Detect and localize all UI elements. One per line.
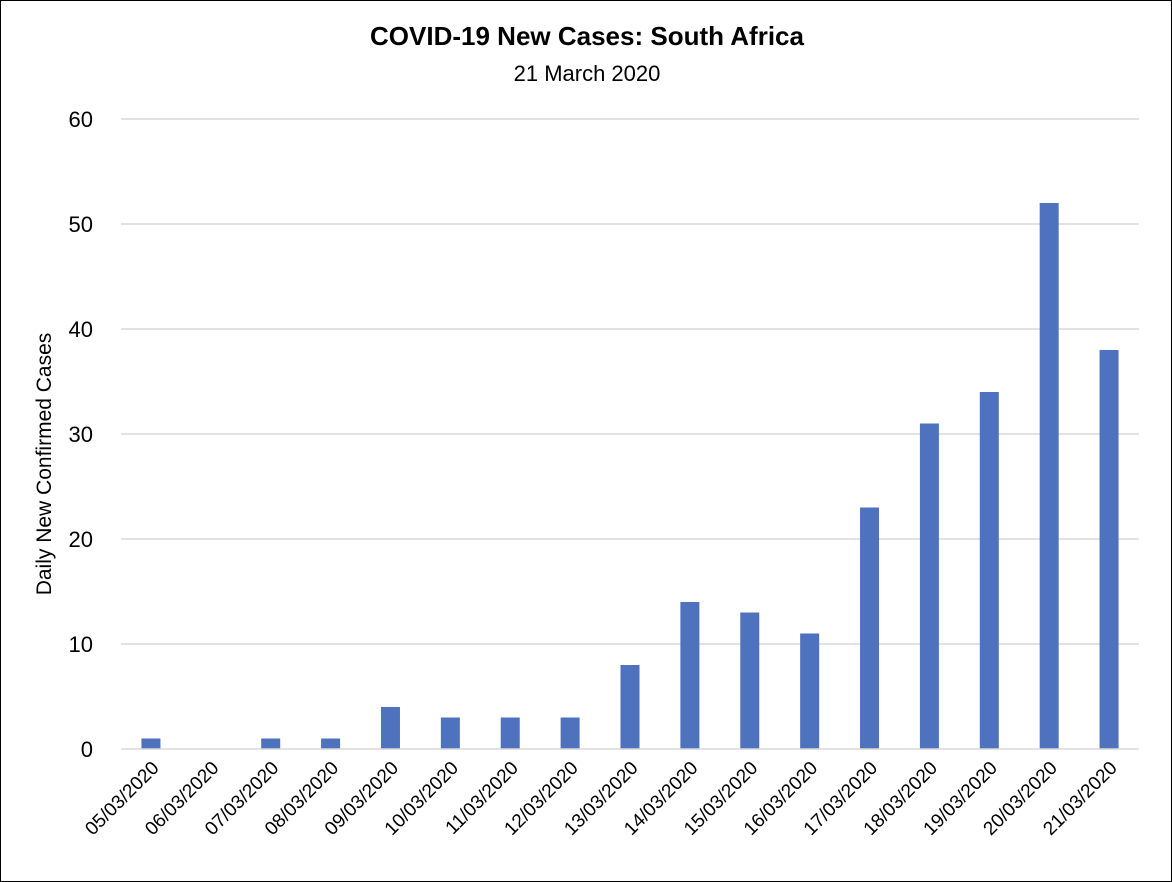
bar — [440, 717, 460, 749]
y-tick-label: 60 — [69, 107, 93, 132]
y-axis-title: Daily New Confirmed Cases — [33, 333, 56, 596]
bar — [261, 738, 281, 749]
bar — [141, 738, 161, 749]
y-tick-label: 20 — [69, 527, 93, 552]
y-tick-label: 0 — [81, 737, 93, 762]
y-tick-labels: 0 10 20 30 40 50 60 — [69, 107, 93, 762]
y-tick-label: 50 — [69, 212, 93, 237]
y-tick-label: 10 — [69, 632, 93, 657]
y-tick-label: 30 — [69, 422, 93, 447]
bar — [620, 665, 640, 749]
bar — [1039, 203, 1059, 749]
x-tick-labels: 05/03/202006/03/202007/03/202008/03/2020… — [81, 758, 1121, 840]
bars — [141, 203, 1119, 749]
chart-title: COVID-19 New Cases: South Africa — [370, 21, 804, 51]
bar — [680, 602, 700, 749]
bar — [800, 633, 820, 749]
bar — [1099, 350, 1119, 749]
bar — [919, 423, 939, 749]
bar — [979, 392, 999, 749]
gridlines — [121, 118, 1139, 645]
bar — [560, 717, 580, 749]
bar — [321, 738, 341, 749]
chart-subtitle: 21 March 2020 — [513, 61, 661, 86]
y-tick-label: 40 — [69, 317, 93, 342]
bar — [380, 707, 400, 749]
bar — [740, 612, 760, 749]
bar — [500, 717, 520, 749]
bar — [860, 507, 880, 749]
